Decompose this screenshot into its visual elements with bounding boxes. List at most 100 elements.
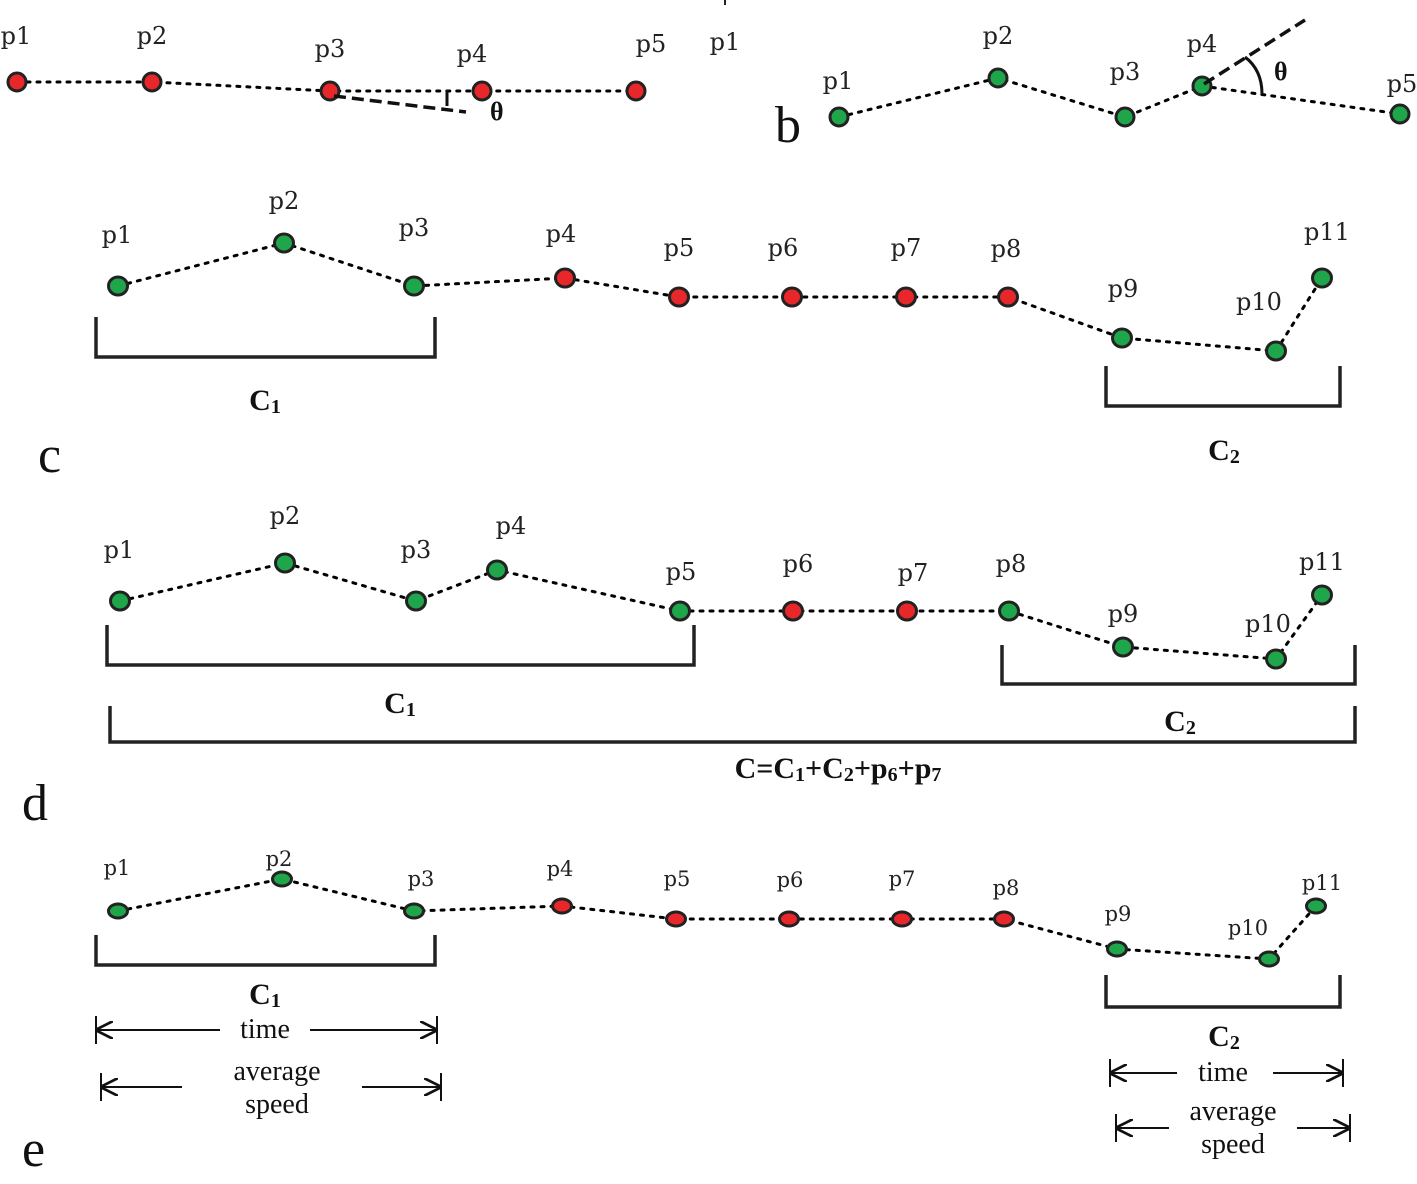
point-label: p8 [993,876,1020,900]
point-label: p11 [1302,871,1342,895]
subscript: 1 [271,990,281,1012]
trajectory-point-p7-noise [895,286,917,308]
text-part: C [384,687,406,720]
point-label: p3 [399,214,430,242]
trajectory-point-p9-cluster [1106,940,1128,958]
point-label: p1 [104,856,131,880]
text-part: C [1208,1020,1230,1053]
cluster-bracket-c2 [1104,975,1342,1009]
text-part: C [1164,705,1186,738]
subscript: 1 [406,699,416,721]
point-label: p7 [891,234,922,262]
cluster-bracket-c1 [94,935,437,967]
merged-cluster-bracket [108,706,1357,744]
text-part: C [1208,434,1230,467]
subscript: 1 [271,396,281,418]
point-label: p2 [266,847,293,871]
point-label: p2 [270,502,301,530]
trajectory-point-p5-noise [665,910,687,928]
trajectory-point-p2-noise [141,71,163,93]
point-label: p2 [983,22,1014,50]
point-label: p4 [457,40,488,68]
trajectory-point-p2-cluster [271,870,293,888]
cluster-bracket-c1 [105,625,696,667]
trajectory-point-p9-cluster [1112,636,1134,658]
trajectory-path [116,877,1318,961]
c2-speed-label: speed [1201,1129,1265,1160]
cluster-label-2: C2 [1208,1020,1240,1054]
trajectory-point-p4-cluster [486,559,508,581]
point-label: p5 [666,558,697,586]
text-part: C [249,978,271,1011]
trajectory-point-p3-cluster [403,275,425,297]
trajectory-point-p1-noise [6,71,28,93]
subscript: 2 [1230,1032,1240,1054]
c1-time-label: time [240,1014,290,1045]
trajectory-point-p3-cluster [1114,106,1136,128]
trajectory-point-p8-cluster [998,600,1020,622]
trajectory-point-p5-cluster [669,600,691,622]
trajectory-point-p10-cluster [1265,340,1287,362]
angle-arc [1244,55,1264,95]
trajectory-point-p3-cluster [405,590,427,612]
subscript: 1 [795,764,805,786]
trajectory-point-p8-noise [993,910,1015,928]
point-label: p9 [1105,902,1132,926]
panel-letter: c [38,427,61,484]
trajectory-point-p10-cluster [1265,648,1287,670]
point-label: p3 [1110,58,1141,86]
point-label: p11 [1299,548,1345,576]
point-label: p1 [104,536,135,564]
point-label: p5 [1387,70,1417,98]
point-label: p3 [401,536,432,564]
c2-time-label: time [1198,1057,1248,1088]
direction-dashed-line [1203,18,1306,86]
trajectory-point-p6-noise [778,910,800,928]
point-label: p8 [991,235,1022,263]
subscript: 2 [844,764,854,786]
trajectory-point-p4-noise [554,267,576,289]
cluster-bracket-c1 [94,317,437,359]
trajectory-point-p6-noise [782,600,804,622]
trajectory-point-p5-cluster [1389,103,1411,125]
trajectory-point-p1-cluster [828,106,850,128]
point-label: p7 [898,559,929,587]
point-label: p9 [1108,275,1139,303]
cluster-bracket-c2 [1104,366,1342,408]
trajectory-point-p5-noise [668,286,690,308]
point-label: p6 [783,550,814,578]
panel-a: p1 p2 p3 p4 p5 θ p1 [1,22,741,126]
trajectory-point-p7-noise [896,600,918,622]
cluster-label-1: C1 [384,687,416,721]
trajectory-point-p10-cluster [1258,950,1280,968]
point-label: p10 [1228,916,1268,940]
trajectory-point-p2-cluster [273,232,295,254]
point-label: p7 [889,867,916,891]
point-label: p2 [137,22,168,50]
text-part: C=C [735,752,795,785]
point-label: p6 [768,234,799,262]
point-label: p5 [664,867,691,891]
point-label: p4 [496,512,527,540]
point-label: p1 [823,67,854,95]
point-label: p4 [547,857,574,881]
point-label: p6 [777,868,804,892]
trajectory-point-p2-cluster [987,67,1009,89]
text-part: C [249,384,271,417]
trajectory-path [116,241,1324,353]
trajectory-path [837,76,1402,119]
point-label: p9 [1108,600,1139,628]
trajectory-point-p5-noise [625,80,647,102]
trajectory-point-p4-noise [551,897,573,915]
point-label: p1 [102,221,133,249]
text-part: +p [854,752,888,785]
panel-letter: e [22,1121,45,1178]
point-label: p5 [664,234,695,262]
c1-average-label: average [233,1056,320,1087]
trajectory-point-p1-cluster [109,590,131,612]
text-part: +C [805,752,844,785]
